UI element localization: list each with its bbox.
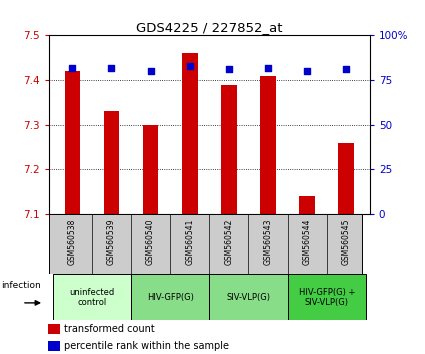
- Text: GSM560544: GSM560544: [303, 219, 312, 266]
- Text: GSM560541: GSM560541: [185, 219, 194, 266]
- Bar: [209, 274, 288, 320]
- Bar: [221, 85, 237, 214]
- Bar: [338, 143, 354, 214]
- Bar: [53, 274, 131, 320]
- Text: infection: infection: [1, 281, 41, 290]
- Text: GSM560545: GSM560545: [342, 219, 351, 266]
- Text: GSM560538: GSM560538: [68, 219, 77, 266]
- Point: [265, 65, 272, 70]
- Bar: [260, 76, 276, 214]
- Bar: [288, 274, 366, 320]
- Point: [147, 68, 154, 74]
- Text: GSM560542: GSM560542: [224, 219, 233, 266]
- Text: percentile rank within the sample: percentile rank within the sample: [64, 341, 229, 351]
- Text: uninfected
control: uninfected control: [69, 288, 115, 307]
- Bar: [143, 125, 159, 214]
- Bar: [65, 71, 80, 214]
- Bar: [299, 196, 315, 214]
- Point: [186, 63, 193, 69]
- Point: [343, 67, 350, 72]
- Text: HIV-GFP(G): HIV-GFP(G): [147, 293, 194, 302]
- Text: transformed count: transformed count: [64, 324, 155, 334]
- Text: GSM560539: GSM560539: [107, 219, 116, 266]
- Point: [226, 67, 232, 72]
- Title: GDS4225 / 227852_at: GDS4225 / 227852_at: [136, 21, 283, 34]
- Point: [304, 68, 311, 74]
- Bar: [48, 341, 60, 350]
- Point: [69, 65, 76, 70]
- Bar: [104, 112, 119, 214]
- Text: SIV-VLP(G): SIV-VLP(G): [227, 293, 270, 302]
- Bar: [48, 324, 60, 334]
- Text: GSM560543: GSM560543: [264, 219, 272, 266]
- Text: HIV-GFP(G) +
SIV-VLP(G): HIV-GFP(G) + SIV-VLP(G): [298, 288, 355, 307]
- Bar: [131, 274, 209, 320]
- Text: GSM560540: GSM560540: [146, 219, 155, 266]
- Point: [108, 65, 115, 70]
- Bar: [182, 53, 198, 214]
